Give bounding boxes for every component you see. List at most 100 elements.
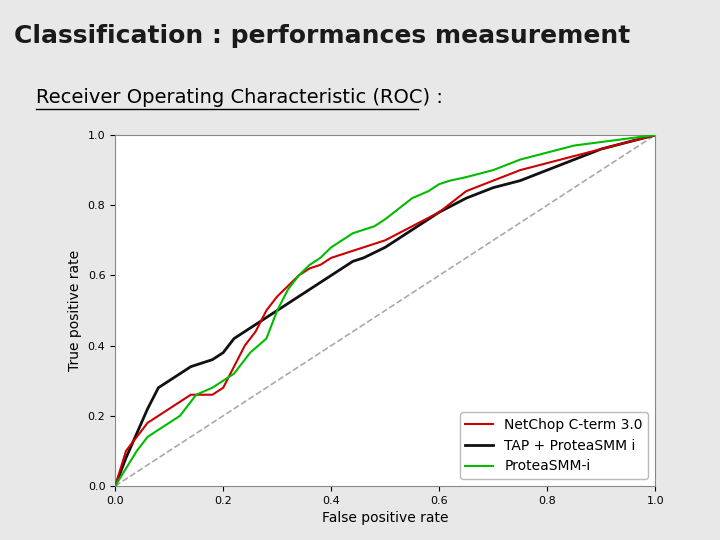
NetChop C-term 3.0	[111, 483, 120, 489]
TAP + ProteaSMM i	[597, 146, 606, 152]
NetChop C-term 3.0	[262, 307, 271, 314]
ProteaSMM-i	[208, 384, 217, 391]
NetChop C-term 3.0	[132, 434, 141, 440]
ProteaSMM-i	[408, 195, 416, 201]
ProteaSMM-i	[446, 177, 454, 184]
TAP + ProteaSMM i	[197, 360, 206, 366]
NetChop C-term 3.0	[273, 293, 282, 300]
ProteaSMM-i	[624, 135, 633, 141]
ProteaSMM-i	[294, 272, 303, 279]
ProteaSMM-i	[165, 420, 174, 426]
NetChop C-term 3.0	[316, 261, 325, 268]
NetChop C-term 3.0	[381, 237, 390, 244]
NetChop C-term 3.0	[489, 177, 498, 184]
NetChop C-term 3.0	[516, 167, 525, 173]
ProteaSMM-i	[143, 434, 152, 440]
Y-axis label: True positive rate: True positive rate	[68, 250, 82, 371]
ProteaSMM-i	[273, 307, 282, 314]
TAP + ProteaSMM i	[251, 321, 260, 328]
NetChop C-term 3.0	[219, 384, 228, 391]
TAP + ProteaSMM i	[316, 279, 325, 286]
TAP + ProteaSMM i	[570, 157, 579, 163]
ProteaSMM-i	[219, 377, 228, 384]
NetChop C-term 3.0	[176, 399, 184, 405]
NetChop C-term 3.0	[165, 406, 174, 412]
ProteaSMM-i	[284, 286, 292, 293]
TAP + ProteaSMM i	[230, 335, 238, 342]
NetChop C-term 3.0	[651, 132, 660, 138]
NetChop C-term 3.0	[462, 188, 471, 194]
ProteaSMM-i	[462, 174, 471, 180]
NetChop C-term 3.0	[408, 223, 416, 230]
TAP + ProteaSMM i	[154, 384, 163, 391]
TAP + ProteaSMM i	[348, 258, 357, 265]
TAP + ProteaSMM i	[132, 430, 141, 436]
ProteaSMM-i	[516, 157, 525, 163]
ProteaSMM-i	[348, 230, 357, 237]
TAP + ProteaSMM i	[273, 307, 282, 314]
NetChop C-term 3.0	[624, 139, 633, 145]
NetChop C-term 3.0	[230, 363, 238, 370]
ProteaSMM-i	[122, 465, 130, 472]
ProteaSMM-i	[543, 149, 552, 156]
NetChop C-term 3.0	[370, 241, 379, 247]
NetChop C-term 3.0	[435, 209, 444, 215]
NetChop C-term 3.0	[154, 413, 163, 419]
ProteaSMM-i	[381, 216, 390, 222]
X-axis label: False positive rate: False positive rate	[322, 511, 449, 525]
Line: TAP + ProteaSMM i: TAP + ProteaSMM i	[115, 135, 655, 486]
TAP + ProteaSMM i	[435, 209, 444, 215]
ProteaSMM-i	[230, 370, 238, 377]
NetChop C-term 3.0	[294, 272, 303, 279]
NetChop C-term 3.0	[597, 146, 606, 152]
NetChop C-term 3.0	[122, 448, 130, 454]
TAP + ProteaSMM i	[408, 227, 416, 233]
ProteaSMM-i	[651, 132, 660, 138]
NetChop C-term 3.0	[570, 153, 579, 159]
NetChop C-term 3.0	[338, 251, 346, 258]
ProteaSMM-i	[370, 223, 379, 230]
TAP + ProteaSMM i	[359, 255, 368, 261]
ProteaSMM-i	[359, 227, 368, 233]
TAP + ProteaSMM i	[208, 356, 217, 363]
NetChop C-term 3.0	[305, 265, 314, 272]
ProteaSMM-i	[262, 335, 271, 342]
TAP + ProteaSMM i	[143, 406, 152, 412]
TAP + ProteaSMM i	[122, 455, 130, 461]
ProteaSMM-i	[316, 255, 325, 261]
ProteaSMM-i	[597, 139, 606, 145]
ProteaSMM-i	[246, 349, 255, 356]
TAP + ProteaSMM i	[262, 314, 271, 321]
TAP + ProteaSMM i	[381, 244, 390, 251]
Text: Receiver Operating Characteristic (ROC) :: Receiver Operating Characteristic (ROC) …	[36, 87, 443, 107]
TAP + ProteaSMM i	[219, 349, 228, 356]
TAP + ProteaSMM i	[543, 167, 552, 173]
TAP + ProteaSMM i	[624, 139, 633, 145]
ProteaSMM-i	[111, 483, 120, 489]
ProteaSMM-i	[305, 261, 314, 268]
TAP + ProteaSMM i	[462, 195, 471, 201]
NetChop C-term 3.0	[208, 392, 217, 398]
TAP + ProteaSMM i	[240, 328, 249, 335]
TAP + ProteaSMM i	[338, 265, 346, 272]
Line: ProteaSMM-i: ProteaSMM-i	[115, 135, 655, 486]
ProteaSMM-i	[132, 448, 141, 454]
NetChop C-term 3.0	[197, 392, 206, 398]
NetChop C-term 3.0	[240, 342, 249, 349]
TAP + ProteaSMM i	[165, 377, 174, 384]
NetChop C-term 3.0	[143, 420, 152, 426]
NetChop C-term 3.0	[251, 328, 260, 335]
ProteaSMM-i	[424, 188, 433, 194]
TAP + ProteaSMM i	[176, 370, 184, 377]
ProteaSMM-i	[176, 413, 184, 419]
Line: NetChop C-term 3.0: NetChop C-term 3.0	[115, 135, 655, 486]
TAP + ProteaSMM i	[489, 185, 498, 191]
TAP + ProteaSMM i	[300, 289, 308, 296]
ProteaSMM-i	[570, 143, 579, 149]
ProteaSMM-i	[327, 244, 336, 251]
ProteaSMM-i	[154, 427, 163, 433]
TAP + ProteaSMM i	[284, 300, 292, 307]
ProteaSMM-i	[192, 392, 200, 398]
TAP + ProteaSMM i	[186, 363, 195, 370]
ProteaSMM-i	[338, 237, 346, 244]
